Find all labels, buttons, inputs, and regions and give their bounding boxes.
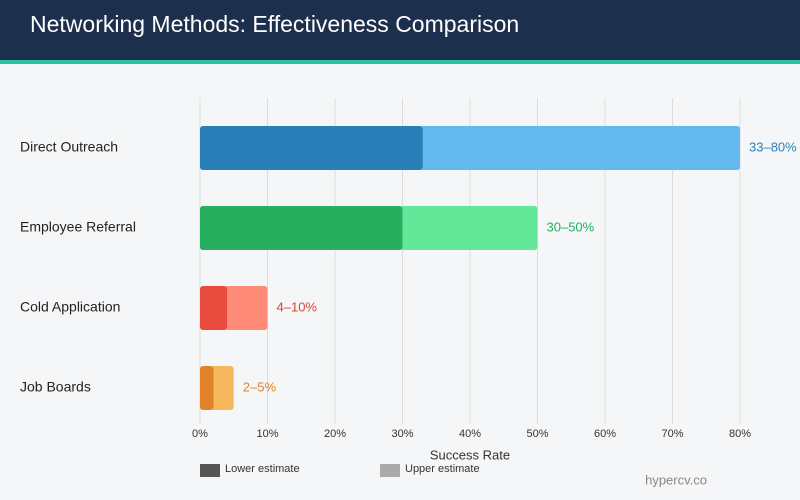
source: hypercv.co bbox=[645, 472, 707, 487]
y-tick-label: Job Boards bbox=[20, 379, 91, 395]
upper-bar bbox=[224, 286, 268, 330]
value-label: 30–50% bbox=[547, 219, 595, 234]
x-tick-label: 70% bbox=[661, 428, 683, 440]
y-tick-label: Direct Outreach bbox=[20, 139, 118, 155]
legend-swatch bbox=[380, 464, 400, 477]
y-tick-label: Employee Referral bbox=[20, 219, 136, 235]
x-tick-label: 20% bbox=[324, 428, 346, 440]
x-tick-label: 40% bbox=[459, 428, 481, 440]
lower-bar bbox=[200, 126, 423, 170]
y-tick-label: Cold Application bbox=[20, 299, 120, 315]
lower-bar bbox=[200, 206, 403, 250]
x-tick-label: 0% bbox=[192, 428, 208, 440]
lower-bar bbox=[200, 366, 214, 410]
x-tick-label: 60% bbox=[594, 428, 616, 440]
header-accent bbox=[0, 60, 800, 64]
chart-title: Networking Methods: Effectiveness Compar… bbox=[30, 11, 519, 37]
x-tick-label: 30% bbox=[391, 428, 413, 440]
upper-bar bbox=[419, 126, 740, 170]
lower-bar bbox=[200, 286, 227, 330]
x-tick-label: 10% bbox=[256, 428, 278, 440]
header bbox=[0, 0, 800, 60]
value-label: 33–80% bbox=[749, 139, 797, 154]
x-tick-label: 50% bbox=[526, 428, 548, 440]
legend-swatch bbox=[200, 464, 220, 477]
upper-bar bbox=[210, 366, 234, 410]
x-axis-label: Success Rate bbox=[430, 447, 510, 462]
value-label: 2–5% bbox=[243, 379, 277, 394]
x-tick-label: 80% bbox=[729, 428, 751, 440]
upper-bar bbox=[399, 206, 538, 250]
legend-label: Lower estimate bbox=[225, 463, 300, 475]
legend-label: Upper estimate bbox=[405, 463, 480, 475]
value-label: 4–10% bbox=[277, 299, 318, 314]
